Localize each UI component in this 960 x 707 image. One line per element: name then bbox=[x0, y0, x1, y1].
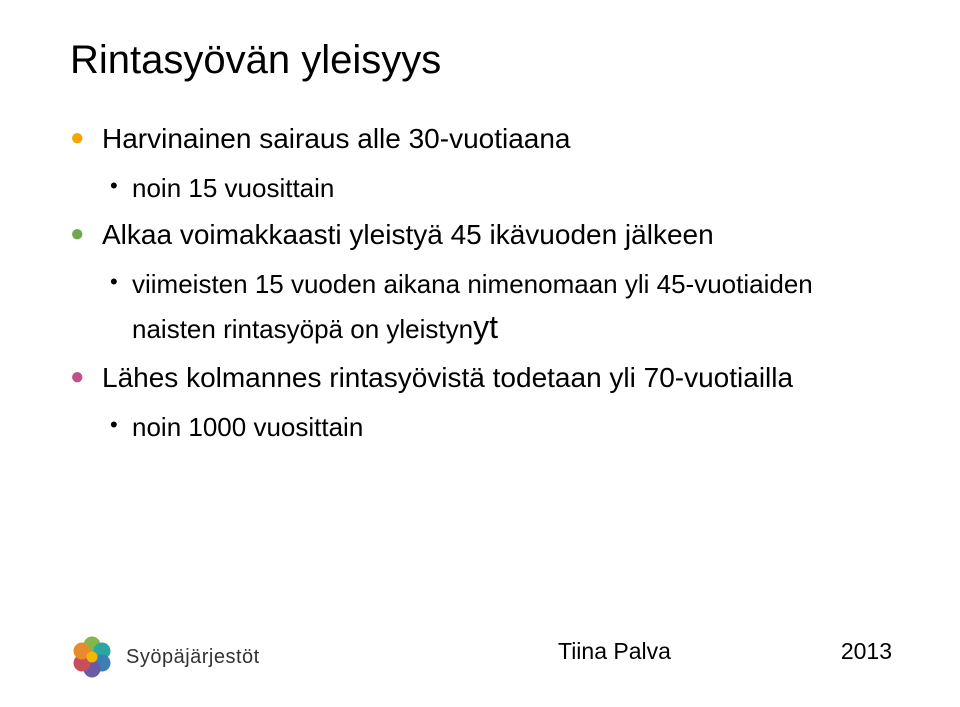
slide-title: Rintasyövän yleisyys bbox=[70, 38, 900, 83]
bullet-text-tail: yt bbox=[473, 309, 498, 345]
bullet-level1: Lähes kolmannes rintasyövistä todetaan y… bbox=[70, 358, 900, 399]
flower-icon bbox=[68, 635, 116, 679]
bullet-text: Lähes kolmannes rintasyövistä todetaan y… bbox=[102, 362, 793, 393]
presenter-name: Tiina Palva bbox=[558, 638, 671, 665]
bullet-level2: viimeisten 15 vuoden aikana nimenomaan y… bbox=[70, 266, 900, 350]
org-logo: Syöpäjärjestöt bbox=[68, 635, 260, 679]
bullet-level1: Harvinainen sairaus alle 30-vuotiaana bbox=[70, 119, 900, 160]
year: 2013 bbox=[841, 638, 892, 665]
bullet-level2: noin 15 vuosittain bbox=[70, 170, 900, 208]
bullet-text: noin 1000 vuosittain bbox=[132, 412, 363, 442]
bullet-text: noin 15 vuosittain bbox=[132, 173, 334, 203]
org-name: Syöpäjärjestöt bbox=[126, 646, 260, 669]
slide-footer: Syöpäjärjestöt Tiina Palva 2013 bbox=[0, 619, 960, 679]
slide-content: Harvinainen sairaus alle 30-vuotiaana no… bbox=[70, 119, 900, 446]
bullet-level1: Alkaa voimakkaasti yleistyä 45 ikävuoden… bbox=[70, 215, 900, 256]
bullet-text: Harvinainen sairaus alle 30-vuotiaana bbox=[102, 123, 571, 154]
slide: Rintasyövän yleisyys Harvinainen sairaus… bbox=[0, 0, 960, 707]
bullet-level2: noin 1000 vuosittain bbox=[70, 409, 900, 447]
bullet-text: Alkaa voimakkaasti yleistyä 45 ikävuoden… bbox=[102, 219, 714, 250]
